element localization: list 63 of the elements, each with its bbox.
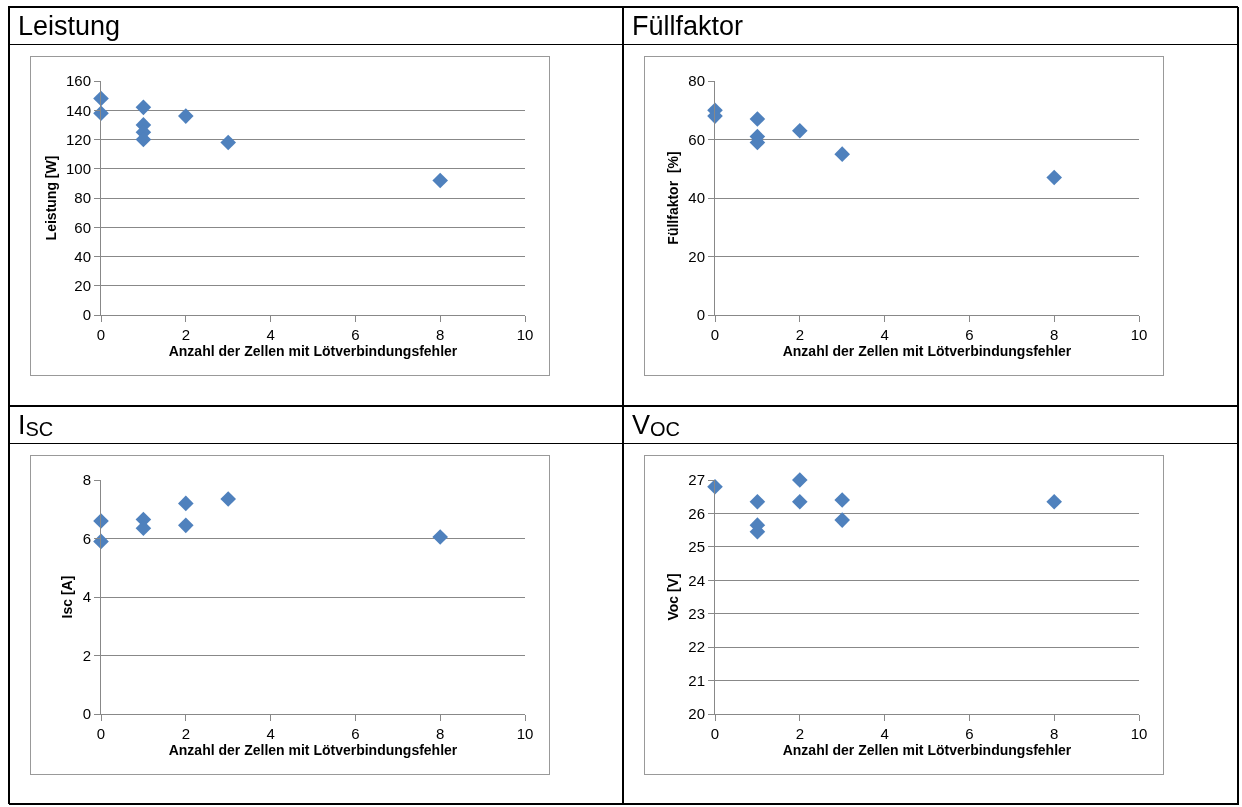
x-tick-label: 8	[436, 725, 445, 742]
x-tick-label: 0	[96, 725, 106, 742]
x-tick-label: 4	[266, 326, 275, 343]
y-tick-label: 20	[688, 705, 705, 723]
y-tick-label: 80	[74, 189, 91, 207]
x-tick-label: 10	[1130, 326, 1148, 343]
x-tick-label: 2	[181, 725, 190, 742]
x-tick-label: 2	[795, 725, 804, 742]
x-tick-label: 0	[710, 725, 720, 742]
x-tick-label: 8	[1050, 326, 1059, 343]
y-tick-label: 20	[688, 247, 705, 265]
x-axis-title: Anzahl der Zellen mit Lötverbindungsfehler	[782, 742, 1072, 759]
chart-title: V$_{OC}$	[624, 407, 1238, 444]
x-tick-label: 2	[181, 326, 190, 343]
x-tick-label: 6	[965, 326, 974, 343]
chart-title: Leistung	[10, 8, 622, 45]
y-axis-title: Füllfaktor [%]	[664, 151, 681, 245]
y-tick-label: 20	[74, 277, 91, 294]
x-tick-label: 0	[96, 326, 106, 343]
x-axis-title: Anzahl der Zellen mit Lötverbindungsfehler	[782, 343, 1072, 360]
x-tick-label: 6	[351, 326, 360, 343]
y-tick-label: 6	[82, 529, 91, 547]
y-tick-label: 0	[82, 306, 91, 324]
chart-title: Füllfaktor	[624, 8, 1238, 45]
y-tick-label: 23	[688, 604, 705, 622]
x-tick-label: 6	[351, 725, 360, 742]
y-tick-label: 27	[688, 471, 705, 489]
x-tick-label: 8	[1050, 725, 1059, 742]
y-tick-label: 22	[688, 638, 705, 656]
y-tick-label: 2	[82, 646, 91, 664]
y-tick-label: 160	[65, 72, 91, 90]
x-tick-label: 10	[516, 725, 534, 742]
y-tick-label: 8	[82, 471, 91, 489]
chart-title: I$_{SC}$	[10, 407, 622, 444]
x-tick-label: 8	[436, 326, 445, 343]
y-tick-label: 80	[688, 72, 705, 90]
y-axis-title: Voc [V]	[664, 573, 681, 621]
y-tick-label: 120	[65, 130, 91, 148]
x-tick-label: 4	[266, 725, 275, 742]
y-axis-title: Leistung [W]	[42, 155, 59, 241]
y-tick-label: 25	[688, 538, 705, 556]
x-tick-label: 0	[710, 326, 720, 343]
y-tick-label: 4	[82, 588, 91, 606]
x-tick-label: 4	[880, 326, 889, 343]
y-tick-label: 0	[696, 306, 705, 324]
y-tick-label: 26	[688, 504, 705, 522]
y-tick-label: 60	[74, 218, 91, 236]
x-axis-title: Anzahl der Zellen mit Lötverbindungsfehler	[168, 742, 458, 759]
x-tick-label: 10	[516, 326, 534, 343]
x-tick-label: 4	[880, 725, 889, 742]
y-tick-label: 40	[688, 189, 705, 207]
y-tick-label: 140	[65, 101, 91, 119]
y-tick-label: 21	[688, 671, 705, 689]
y-axis-title: Isc [A]	[59, 575, 76, 619]
x-tick-label: 2	[795, 326, 804, 343]
y-tick-label: 24	[688, 571, 705, 589]
y-tick-label: 40	[74, 247, 91, 265]
x-tick-label: 6	[965, 725, 974, 742]
y-tick-label: 60	[688, 130, 705, 148]
x-tick-label: 10	[1130, 725, 1148, 742]
y-tick-label: 0	[82, 705, 91, 723]
x-axis-title: Anzahl der Zellen mit Lötverbindungsfehler	[168, 343, 458, 360]
y-tick-label: 100	[65, 160, 91, 177]
